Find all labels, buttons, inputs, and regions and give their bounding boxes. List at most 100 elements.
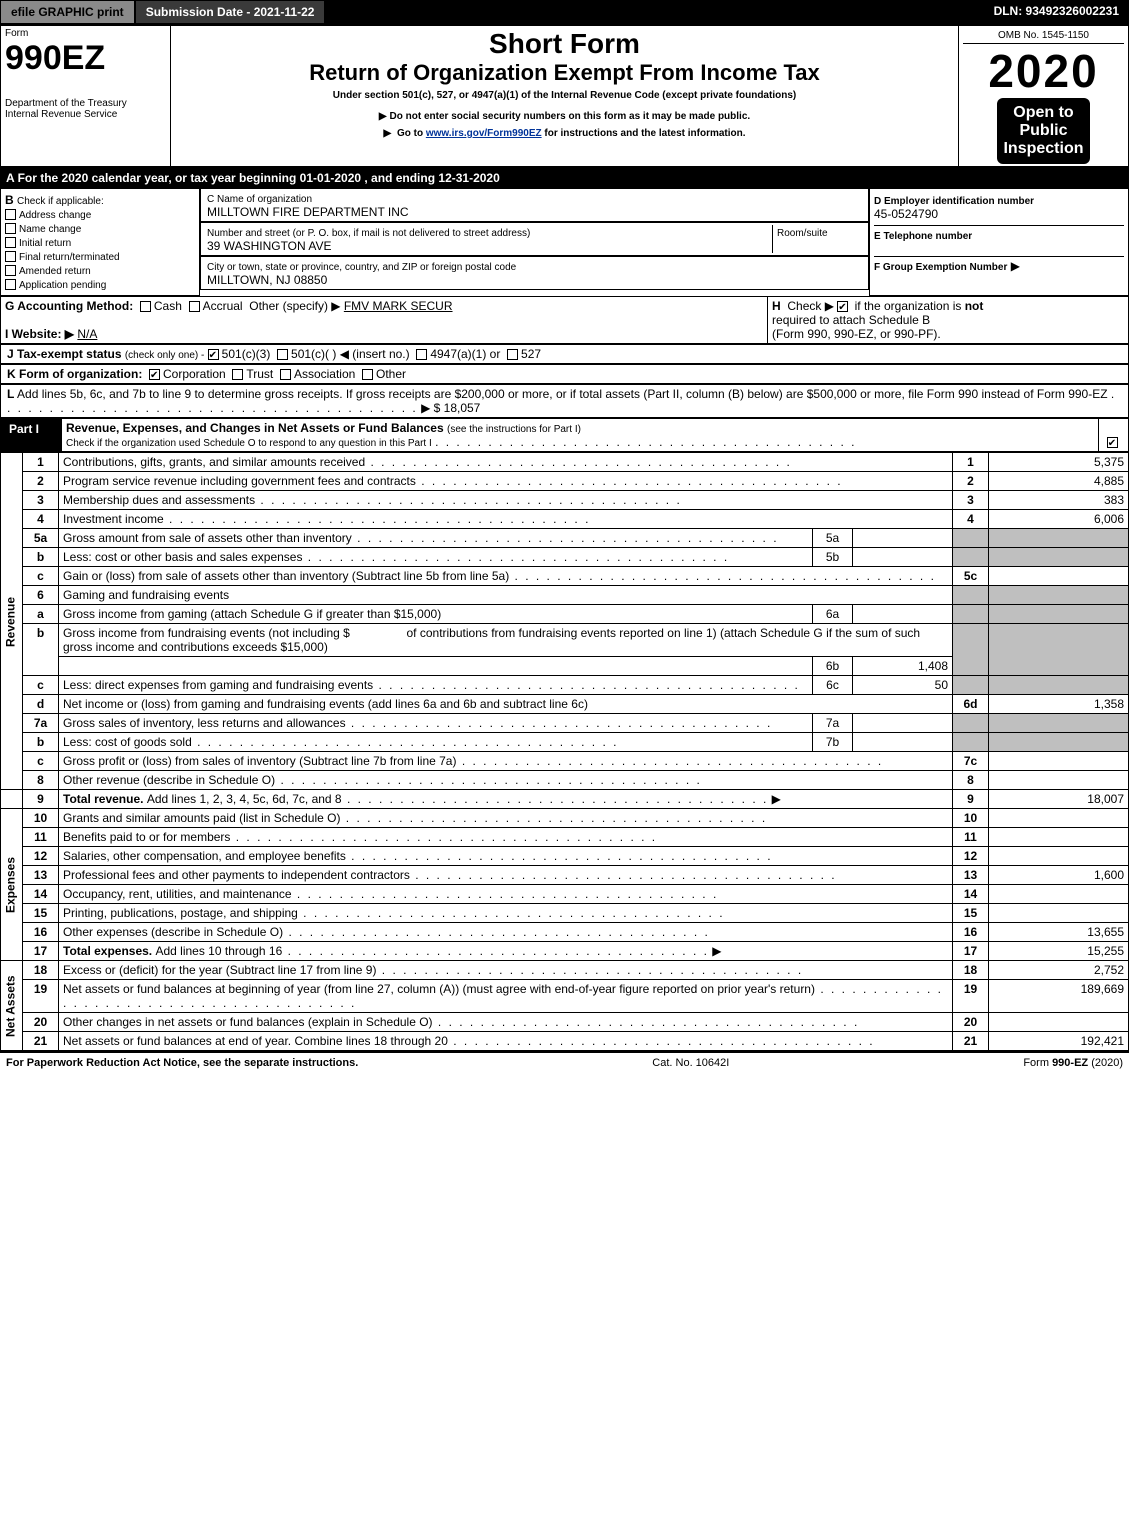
line-7a-num: 7a <box>23 714 59 733</box>
line-18-num: 18 <box>23 961 59 980</box>
line-3-amount: 383 <box>989 491 1129 510</box>
checkbox-4947a1[interactable] <box>416 349 427 360</box>
ein-value: 45-0524790 <box>874 207 938 221</box>
h-text3: (Form 990, 990-EZ, or 990-PF). <box>772 327 941 341</box>
checkbox-accrual[interactable] <box>189 301 200 312</box>
dots <box>435 435 856 449</box>
line-9-desc: Total revenue. Add lines 1, 2, 3, 4, 5c,… <box>59 790 953 809</box>
org-name-row: C Name of organization MILLTOWN FIRE DEP… <box>200 188 869 222</box>
line-15-amount <box>989 904 1129 923</box>
gross-receipts-amount: 18,057 <box>444 401 481 415</box>
line-12-amount <box>989 847 1129 866</box>
line-5a-desc: Gross amount from sale of assets other t… <box>59 529 813 548</box>
checkbox-initial-return[interactable] <box>5 237 16 248</box>
line-19-desc: Net assets or fund balances at beginning… <box>59 980 953 1013</box>
line-5c-num: c <box>23 567 59 586</box>
checkbox-501c[interactable] <box>277 349 288 360</box>
line-7a-desc: Gross sales of inventory, less returns a… <box>59 714 813 733</box>
checkbox-corporation[interactable] <box>149 369 160 380</box>
line-5a-ia <box>853 529 953 548</box>
checkbox-other-org[interactable] <box>362 369 373 380</box>
line-5b-desc: Less: cost or other basis and sales expe… <box>59 548 813 567</box>
line-6a-num: a <box>23 605 59 624</box>
checkbox-trust[interactable] <box>232 369 243 380</box>
section-gh: G Accounting Method: Cash Accrual Other … <box>0 296 1129 344</box>
l-arrow: ▶ $ <box>421 401 440 415</box>
line-7a-ia <box>853 714 953 733</box>
checkbox-amended-return[interactable] <box>5 265 16 276</box>
line-a-text: For the 2020 calendar year, or tax year … <box>18 171 500 185</box>
line-3-num: 3 <box>23 491 59 510</box>
form-of-org-label: K Form of organization: <box>7 367 142 381</box>
footer-right: Form 990-EZ (2020) <box>1023 1057 1123 1069</box>
line-20-num: 20 <box>23 1013 59 1032</box>
line-8-amount <box>989 771 1129 790</box>
page-footer: For Paperwork Reduction Act Notice, see … <box>0 1051 1129 1073</box>
checkbox-schedule-o-part1[interactable] <box>1107 437 1118 448</box>
l-text: Add lines 5b, 6c, and 7b to line 9 to de… <box>17 387 1108 401</box>
line-6c-ia: 50 <box>853 676 953 695</box>
omb-number: OMB No. 1545-1150 <box>963 28 1124 44</box>
line-20-amount <box>989 1013 1129 1032</box>
checkbox-527[interactable] <box>507 349 518 360</box>
part1-note: (see the instructions for Part I) <box>447 424 581 435</box>
check-if-applicable: Check if applicable: <box>17 196 104 207</box>
line-17-desc: Total expenses. Add lines 10 through 16 … <box>59 942 953 961</box>
org-name: MILLTOWN FIRE DEPARTMENT INC <box>207 205 409 219</box>
gray-cell <box>953 586 989 605</box>
checkbox-cash[interactable] <box>140 301 151 312</box>
line-7b-in: 7b <box>813 733 853 752</box>
dln-label: DLN: 93492326002231 <box>984 0 1129 24</box>
line-5c-amount <box>989 567 1129 586</box>
line-14-num: 14 <box>23 885 59 904</box>
checkbox-final-return[interactable] <box>5 251 16 262</box>
gray-cell <box>953 548 989 567</box>
gray-cell <box>953 733 989 752</box>
gray-cell <box>989 624 1129 676</box>
section-j: J Tax-exempt status (check only one) - 5… <box>0 344 1129 364</box>
goto-link[interactable]: www.irs.gov/Form990EZ <box>426 128 542 139</box>
street-value: 39 WASHINGTON AVE <box>207 239 331 253</box>
checkbox-address-change[interactable] <box>5 209 16 220</box>
footer-left: For Paperwork Reduction Act Notice, see … <box>6 1057 358 1069</box>
checkbox-501c3[interactable] <box>208 349 219 360</box>
lbl-corporation: Corporation <box>163 367 226 381</box>
lbl-address-change: Address change <box>19 210 91 221</box>
line-19-rn: 19 <box>953 980 989 1013</box>
goto-line: Go to www.irs.gov/Form990EZ for instruct… <box>175 128 954 139</box>
line-7a-in: 7a <box>813 714 853 733</box>
line-13-amount: 1,600 <box>989 866 1129 885</box>
line-18-rn: 18 <box>953 961 989 980</box>
lbl-final-return: Final return/terminated <box>19 252 120 263</box>
open2: Public <box>1003 122 1083 140</box>
line-21-amount: 192,421 <box>989 1032 1129 1051</box>
line-4-desc: Investment income <box>59 510 953 529</box>
line-15-desc: Printing, publications, postage, and shi… <box>59 904 953 923</box>
section-l: L Add lines 5b, 6c, and 7b to line 9 to … <box>0 384 1129 418</box>
header-mid: Short Form Return of Organization Exempt… <box>171 25 959 167</box>
section-h: H Check ▶ if the organization is not req… <box>768 297 1129 344</box>
line-5a-in: 5a <box>813 529 853 548</box>
title-return-exempt: Return of Organization Exempt From Incom… <box>175 60 954 86</box>
checkbox-schedule-b-not-required[interactable] <box>837 301 848 312</box>
line-2-rn: 2 <box>953 472 989 491</box>
line-16-rn: 16 <box>953 923 989 942</box>
line-12-desc: Salaries, other compensation, and employ… <box>59 847 953 866</box>
lbl-other-specify: Other (specify) ▶ <box>249 299 340 313</box>
l-letter: L <box>7 387 14 401</box>
line-6a-ia <box>853 605 953 624</box>
efile-print-button[interactable]: efile GRAPHIC print <box>0 0 135 24</box>
checkbox-application-pending[interactable] <box>5 279 16 290</box>
checkbox-association[interactable] <box>280 369 291 380</box>
line-11-desc: Benefits paid to or for members <box>59 828 953 847</box>
line-20-desc: Other changes in net assets or fund bala… <box>59 1013 953 1032</box>
checkbox-name-change[interactable] <box>5 223 16 234</box>
line-a-tax-year: A For the 2020 calendar year, or tax yea… <box>0 168 1129 188</box>
line-19-amount: 189,669 <box>989 980 1129 1013</box>
line-7c-num: c <box>23 752 59 771</box>
line-1-amount: 5,375 <box>989 453 1129 472</box>
arrow-icon <box>379 111 390 122</box>
line-21-num: 21 <box>23 1032 59 1051</box>
gray-cell <box>989 733 1129 752</box>
section-def: D Employer identification number 45-0524… <box>869 188 1129 296</box>
